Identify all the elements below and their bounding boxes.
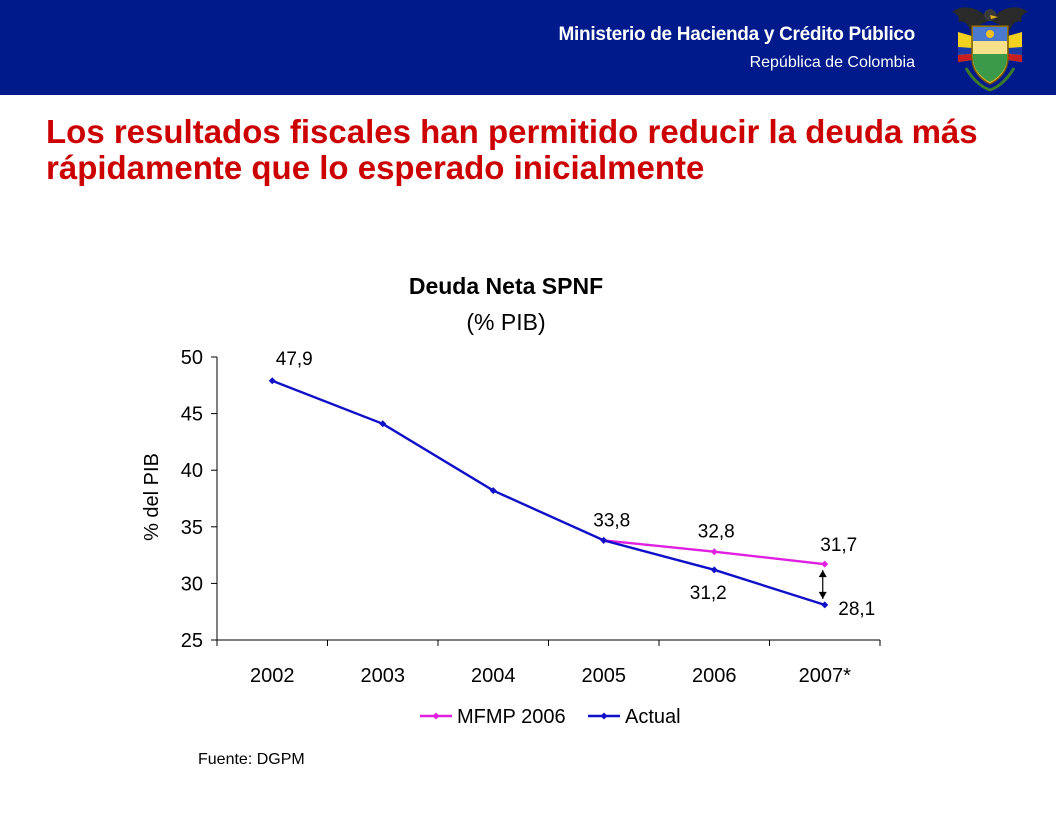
y-tick-label: 50 [181,347,203,369]
data-point-mfmp-2006 [821,560,829,568]
data-point-actual [268,377,276,385]
data-label-actual: 31,2 [690,583,727,604]
data-label-mfmp-2006: 32,8 [698,522,735,543]
y-axis-label: % del PIB [141,453,163,541]
legend-marker-mfmp-2006 [432,712,440,720]
y-tick-label: 25 [181,630,203,652]
coat-of-arms-icon [952,7,1028,92]
data-label-actual: 47,9 [276,349,313,370]
gap-arrow-head-top [818,570,827,578]
data-label-actual: 28,1 [838,599,875,620]
legend-label-actual: Actual [625,706,681,728]
y-tick-label: 35 [181,517,203,539]
gap-arrow-head-bottom [818,591,827,599]
y-tick-label: 40 [181,460,203,482]
data-point-actual [489,487,497,495]
ministry-name: Ministerio de Hacienda y Crédito Público [558,24,916,45]
series-line-actual [271,379,826,607]
data-point-mfmp-2006 [710,548,718,556]
y-tick-label: 30 [181,573,203,595]
source-note: Fuente: DGPM [198,751,305,768]
chart-title: Deuda Neta SPNF [409,273,603,299]
data-label-mfmp-2006: 31,7 [820,535,857,556]
header-bar: Ministerio de Hacienda y Crédito Público… [0,0,1056,95]
data-point-actual [710,566,718,574]
x-tick-label: 2006 [692,665,737,687]
x-tick-label: 2005 [582,665,627,687]
x-tick-label: 2003 [361,665,406,687]
x-tick-label: 2007* [799,665,851,687]
data-point-actual [821,601,829,609]
legend-marker-actual [600,712,608,720]
x-tick-label: 2004 [471,665,516,687]
y-tick-label: 45 [181,404,203,426]
data-point-actual [379,420,387,428]
country-name: República de Colombia [749,54,915,71]
slide-title: Los resultados fiscales han permitido re… [46,113,978,186]
data-point-actual [600,536,608,544]
data-label-actual: 33,8 [593,510,630,531]
legend-label-mfmp-2006: MFMP 2006 [457,706,566,728]
chart-subtitle: (% PIB) [466,309,545,335]
x-tick-label: 2002 [250,665,295,687]
